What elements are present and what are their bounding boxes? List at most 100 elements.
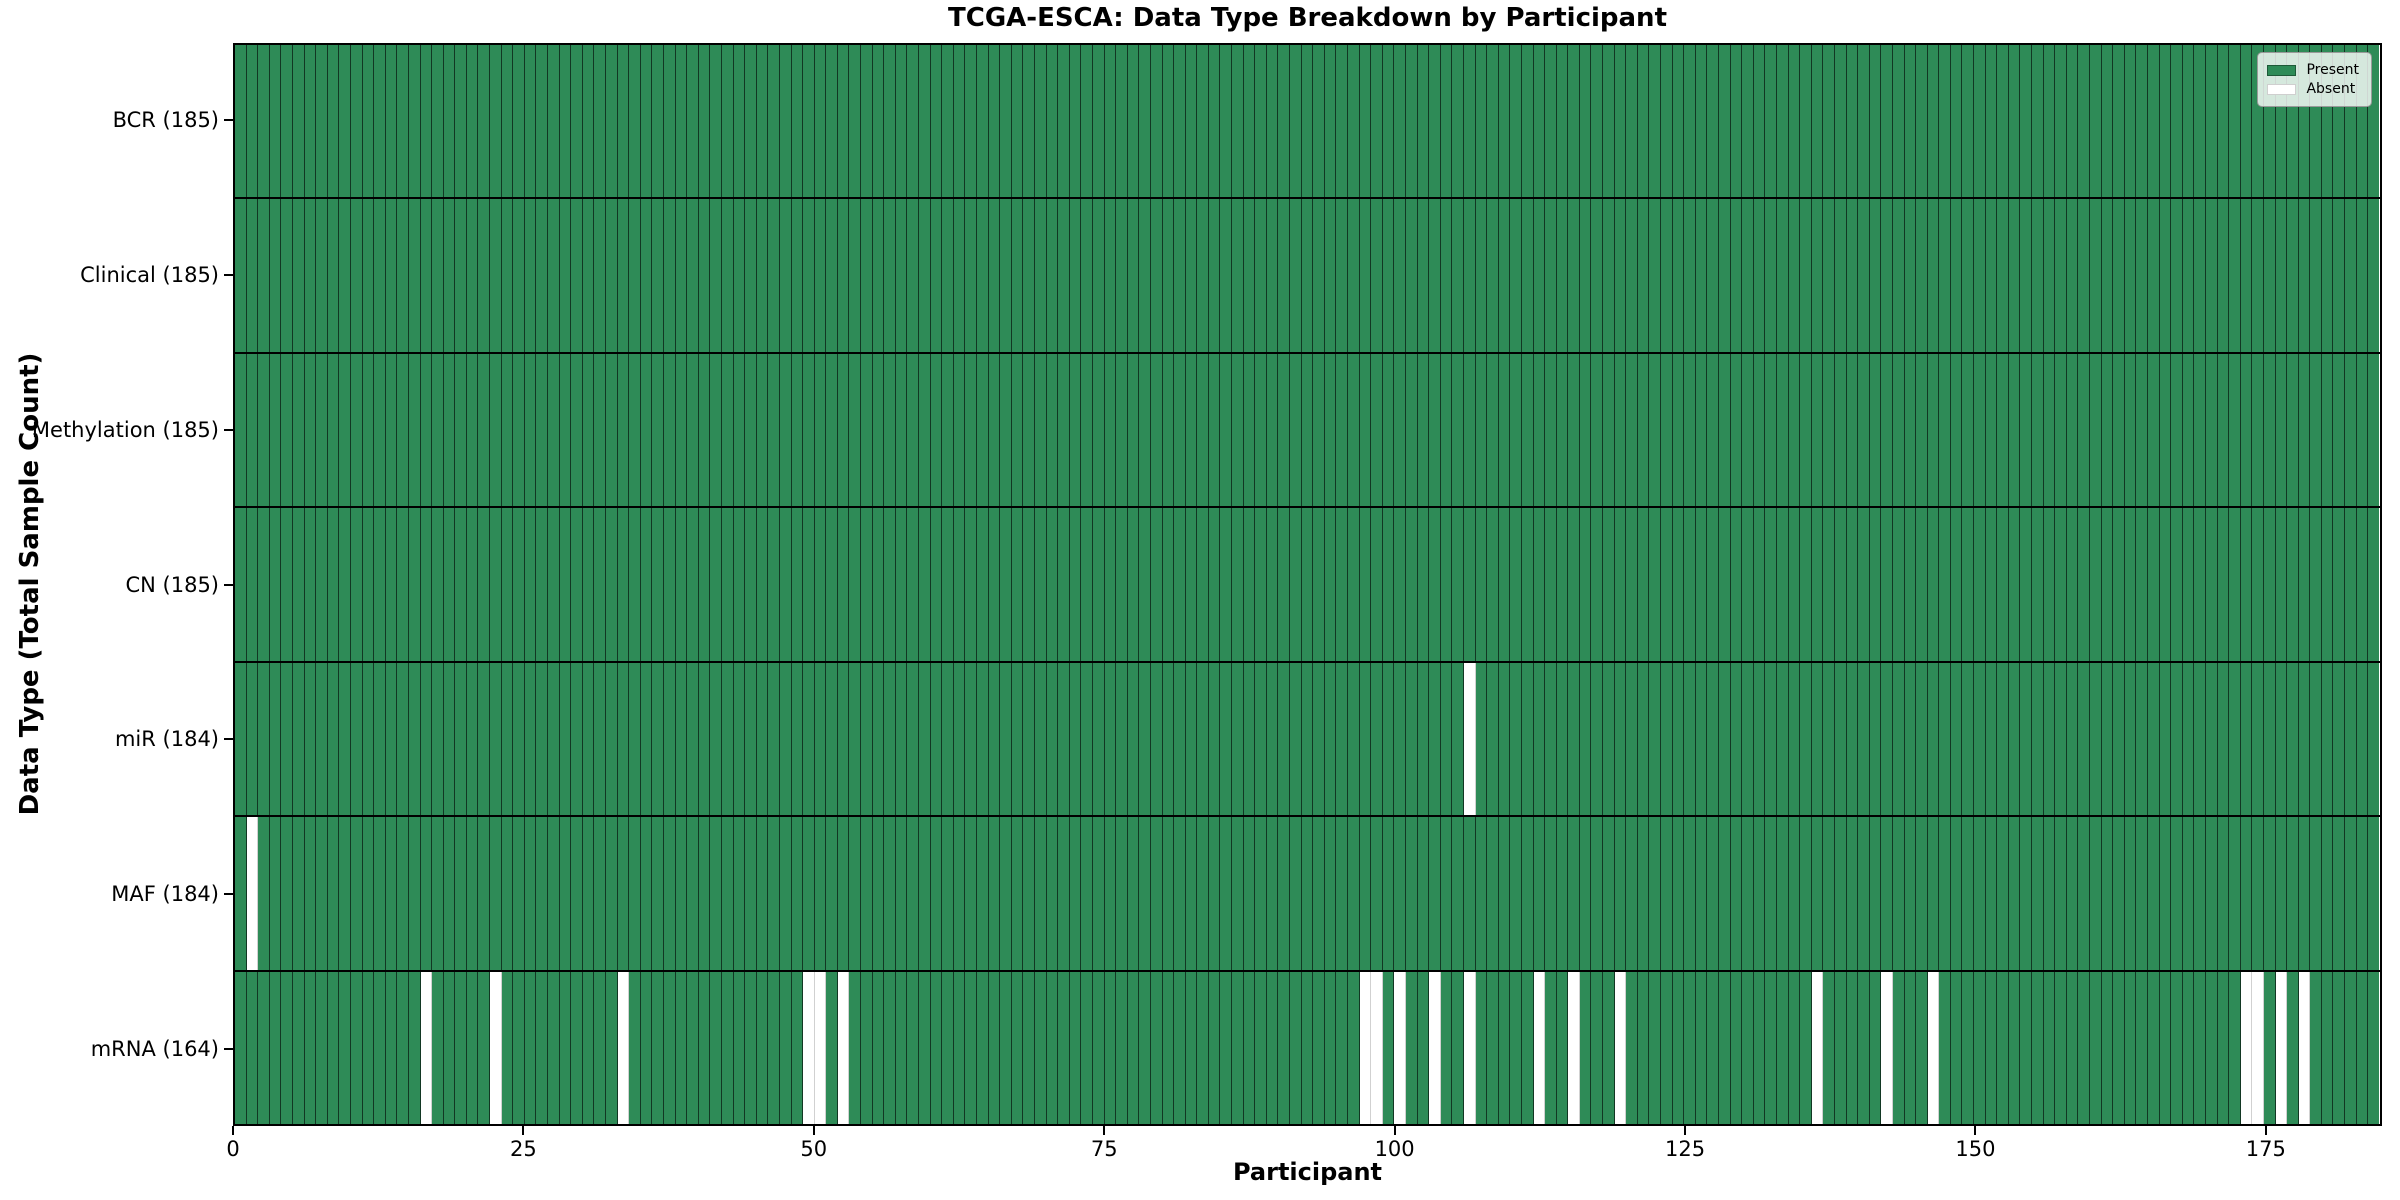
heatmap-cell (466, 817, 479, 970)
heatmap-cell (2217, 817, 2230, 970)
heatmap-cell (1672, 971, 1685, 1124)
heatmap-cell (339, 199, 351, 352)
heatmap-cell (1127, 662, 1140, 816)
heatmap-cell (1034, 45, 1047, 198)
heatmap-cell (837, 817, 850, 970)
heatmap-cell (1475, 817, 1488, 970)
heatmap-cell (1591, 971, 1604, 1124)
heatmap-cell (350, 199, 363, 352)
heatmap-cell (872, 199, 885, 352)
heatmap-cell (1487, 199, 1499, 352)
heatmap-cell (1371, 508, 1383, 661)
heatmap-cell (292, 817, 305, 970)
heatmap-cell (374, 353, 386, 507)
heatmap-cell (1139, 45, 1151, 198)
heatmap-cell (1823, 353, 1835, 507)
heatmap-cell (1104, 199, 1117, 352)
heatmap-cell (953, 817, 966, 970)
heatmap-cell (1290, 45, 1302, 198)
heatmap-cell (1440, 508, 1453, 661)
heatmap-cell (582, 662, 595, 816)
heatmap-cell (1742, 508, 1754, 661)
heatmap-cell (235, 199, 247, 352)
heatmap-cell (745, 971, 757, 1124)
heatmap-cell (1429, 817, 1441, 970)
heatmap-cell (988, 508, 1001, 661)
heatmap-cell (733, 508, 746, 661)
heatmap-cell (733, 199, 746, 352)
heatmap-cell (1394, 353, 1406, 507)
heatmap-cell (1985, 353, 1998, 507)
heatmap-cell (629, 817, 641, 970)
heatmap-cell (408, 662, 421, 816)
heatmap-cell (629, 508, 641, 661)
heatmap-cell (1834, 199, 1847, 352)
heatmap-cell (1997, 662, 2009, 816)
heatmap-cell (1301, 199, 1314, 352)
heatmap-cell (1695, 971, 1708, 1124)
heatmap-cell (779, 45, 792, 198)
heatmap-cell (2101, 353, 2114, 507)
heatmap-cell (1208, 508, 1221, 661)
heatmap-cell (1243, 353, 1256, 507)
heatmap-cell (1834, 45, 1847, 198)
y-tick-row: mRNA (164) (0, 971, 233, 1126)
heatmap-cell (687, 971, 699, 1124)
heatmap-cell (1278, 508, 1291, 661)
heatmap-cell (1348, 199, 1360, 352)
heatmap-cell (235, 45, 247, 198)
heatmap-cell (397, 662, 409, 816)
heatmap-cell (1405, 353, 1418, 507)
heatmap-cell (698, 971, 711, 1124)
heatmap-cell (2008, 817, 2021, 970)
heatmap-cell (408, 45, 421, 198)
heatmap-cell (385, 971, 398, 1124)
heatmap-cell (1034, 199, 1047, 352)
heatmap-plot: Present Absent (233, 43, 2382, 1126)
heatmap-cell (1997, 199, 2009, 352)
heatmap-row-mrna (235, 969, 2380, 1124)
heatmap-cell (1788, 353, 1801, 507)
heatmap-cell (548, 662, 560, 816)
heatmap-cell (1939, 662, 1951, 816)
heatmap-cell (663, 45, 676, 198)
heatmap-cell (2101, 45, 2114, 198)
heatmap-cell (1730, 199, 1743, 352)
heatmap-cell (2136, 508, 2148, 661)
heatmap-cell (2124, 971, 2137, 1124)
heatmap-cell (2043, 45, 2056, 198)
heatmap-cell (1591, 199, 1604, 352)
heatmap-cell (2275, 662, 2288, 816)
heatmap-cell (1533, 662, 1546, 816)
heatmap-cell (698, 199, 711, 352)
heatmap-cell (2368, 45, 2379, 198)
heatmap-cell (617, 662, 630, 816)
heatmap-cell (1533, 353, 1546, 507)
heatmap-cell (536, 662, 549, 816)
heatmap-cell (269, 353, 282, 507)
heatmap-cell (594, 817, 606, 970)
heatmap-cell (2147, 817, 2160, 970)
heatmap-cell (1382, 45, 1395, 198)
heatmap-cell (721, 45, 734, 198)
heatmap-cell (953, 45, 966, 198)
heatmap-cell (1382, 199, 1395, 352)
heatmap-cell (1023, 662, 1035, 816)
heatmap-cell (779, 662, 792, 816)
heatmap-cell (675, 45, 688, 198)
y-tick-mark (224, 583, 233, 586)
y-tick-label: mRNA (164) (90, 1036, 219, 1061)
heatmap-cell (350, 45, 363, 198)
heatmap-cell (1162, 817, 1175, 970)
heatmap-cell (513, 971, 525, 1124)
heatmap-cell (1556, 662, 1569, 816)
heatmap-cell (2159, 45, 2172, 198)
heatmap-cell (1707, 971, 1719, 1124)
heatmap-cell (548, 353, 560, 507)
heatmap-cell (919, 971, 931, 1124)
heatmap-cell (304, 817, 317, 970)
heatmap-cell (2032, 199, 2044, 352)
heatmap-cell (362, 199, 375, 352)
heatmap-cell (2321, 508, 2334, 661)
heatmap-cell (2159, 508, 2172, 661)
